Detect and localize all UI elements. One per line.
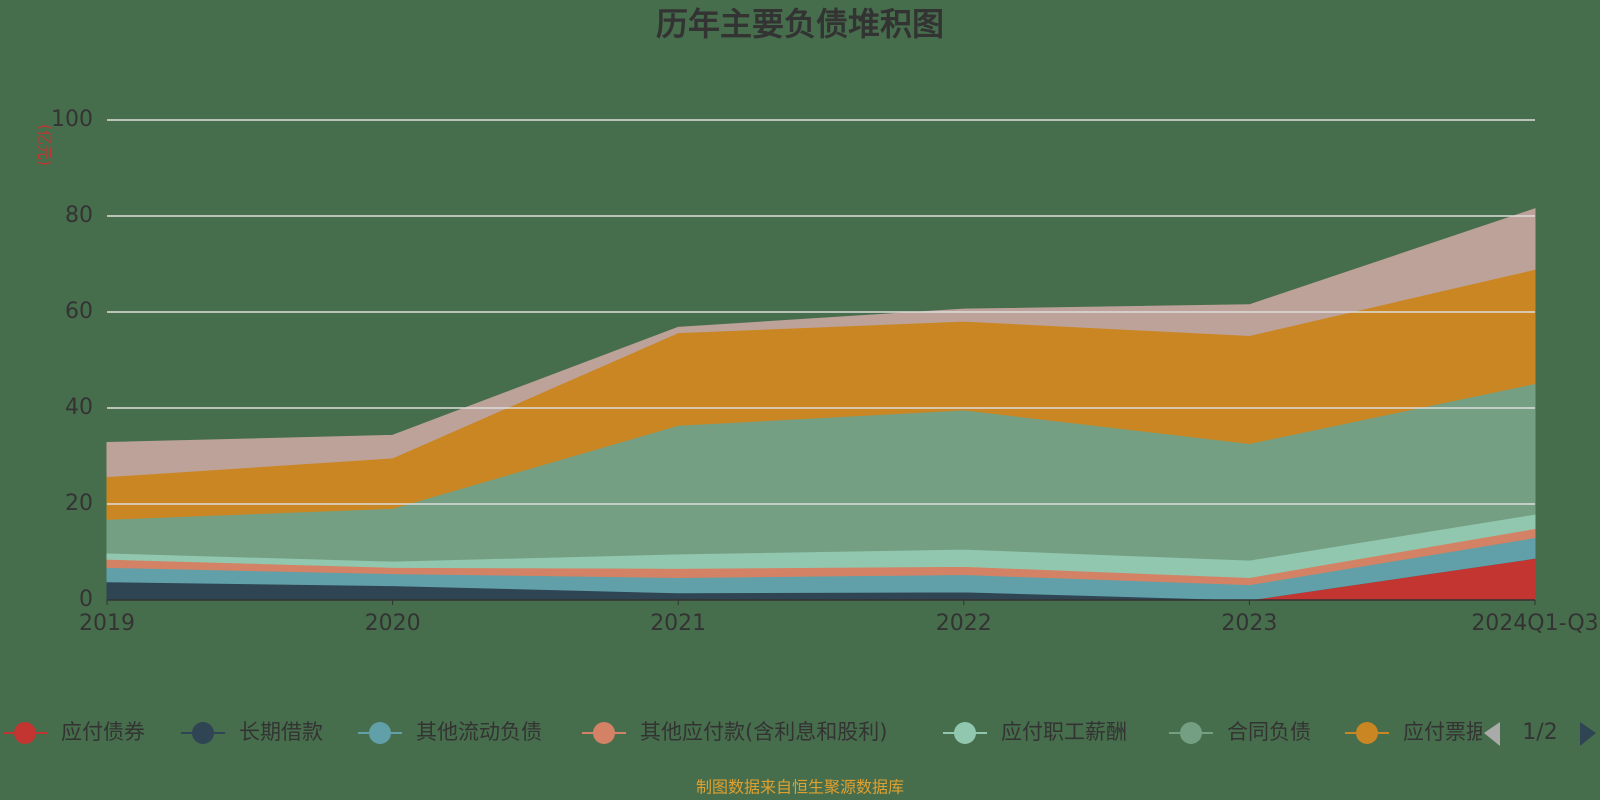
x-tick-label: 2020 xyxy=(365,611,421,636)
y-tick-label: 60 xyxy=(65,299,93,324)
legend-marker xyxy=(192,722,214,744)
x-tick-label: 2022 xyxy=(936,611,992,636)
legend-item[interactable]: 合同负债 xyxy=(1169,720,1311,744)
legend-label: 长期借款 xyxy=(239,720,323,744)
y-tick-label: 80 xyxy=(65,203,93,228)
y-tick-label: 0 xyxy=(79,587,93,612)
legend-marker xyxy=(1180,722,1202,744)
legend-label: 应付债券 xyxy=(61,720,145,744)
legend-next[interactable] xyxy=(1580,722,1596,746)
legend-label: 应付职工薪酬 xyxy=(1001,720,1127,744)
y-tick-label: 100 xyxy=(51,107,93,132)
y-axis-label: (亿元) xyxy=(36,124,54,166)
legend-marker xyxy=(954,722,976,744)
chart-title: 历年主要负债堆积图 xyxy=(656,5,944,43)
legend-label: 合同负债 xyxy=(1227,720,1311,744)
x-tick-label: 2021 xyxy=(650,611,706,636)
legend-prev[interactable] xyxy=(1484,722,1500,746)
legend-item[interactable]: 其他流动负债 xyxy=(358,720,542,744)
legend-label: 其他应付款(含利息和股利) xyxy=(640,720,887,744)
legend-label: 其他流动负债 xyxy=(416,720,542,744)
source-note: 制图数据来自恒生聚源数据库 xyxy=(696,778,904,797)
legend-item[interactable]: 长期借款 xyxy=(181,720,323,744)
x-tick-label: 2023 xyxy=(1221,611,1277,636)
y-tick-label: 40 xyxy=(65,395,93,420)
legend-item[interactable]: 应付职工薪酬 xyxy=(943,720,1127,744)
x-tick-label: 2024Q1-Q3 xyxy=(1471,611,1598,636)
legend-marker xyxy=(593,722,615,744)
legend-page: 1/2 xyxy=(1522,720,1557,745)
legend-label: 应付票据 xyxy=(1403,720,1487,744)
legend-marker xyxy=(1356,722,1378,744)
legend-item[interactable]: 其他应付款(含利息和股利) xyxy=(582,720,887,744)
legend-item[interactable]: 应付债券 xyxy=(3,720,145,744)
legend-marker xyxy=(369,722,391,744)
x-tick-label: 2019 xyxy=(79,611,135,636)
area xyxy=(106,208,1536,478)
legend-item[interactable]: 应付票据 xyxy=(1345,720,1487,744)
y-tick-label: 20 xyxy=(65,491,93,516)
legend-marker xyxy=(14,722,36,744)
